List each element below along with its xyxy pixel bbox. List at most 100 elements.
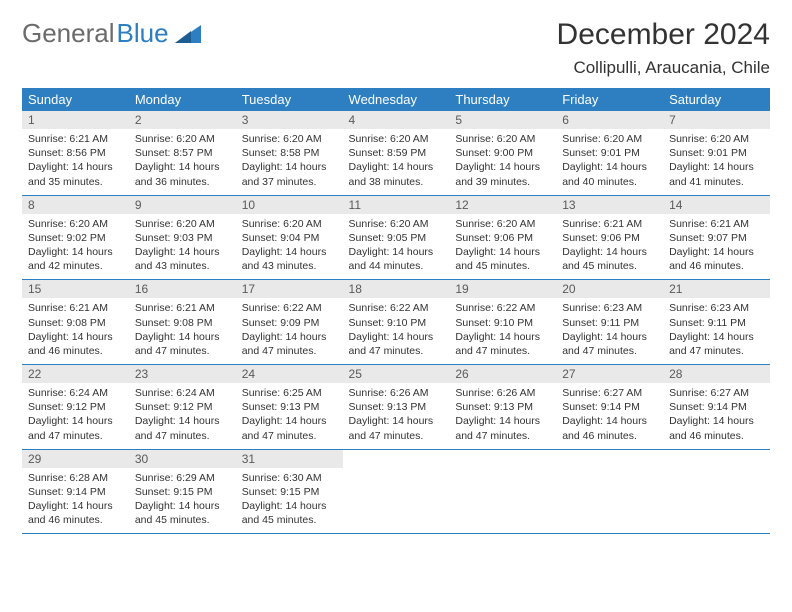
calendar-cell: 28Sunrise: 6:27 AMSunset: 9:14 PMDayligh…	[663, 365, 770, 450]
day-body: Sunrise: 6:23 AMSunset: 9:11 PMDaylight:…	[663, 298, 770, 364]
day-number: 21	[663, 280, 770, 298]
calendar-cell: 20Sunrise: 6:23 AMSunset: 9:11 PMDayligh…	[556, 280, 663, 365]
sunset-text: Sunset: 9:07 PM	[669, 231, 764, 245]
sunset-text: Sunset: 9:13 PM	[455, 400, 550, 414]
day-body: Sunrise: 6:24 AMSunset: 9:12 PMDaylight:…	[22, 383, 129, 449]
daylight-text: Daylight: 14 hours and 47 minutes.	[349, 330, 444, 358]
day-body: Sunrise: 6:20 AMSunset: 8:58 PMDaylight:…	[236, 129, 343, 195]
daylight-text: Daylight: 14 hours and 43 minutes.	[242, 245, 337, 273]
daylight-text: Daylight: 14 hours and 45 minutes.	[242, 499, 337, 527]
calendar-cell	[449, 449, 556, 534]
day-body: Sunrise: 6:25 AMSunset: 9:13 PMDaylight:…	[236, 383, 343, 449]
sunset-text: Sunset: 9:00 PM	[455, 146, 550, 160]
sunset-text: Sunset: 9:08 PM	[135, 316, 230, 330]
calendar-cell	[556, 449, 663, 534]
calendar-cell: 25Sunrise: 6:26 AMSunset: 9:13 PMDayligh…	[343, 365, 450, 450]
calendar-cell: 16Sunrise: 6:21 AMSunset: 9:08 PMDayligh…	[129, 280, 236, 365]
day-body: Sunrise: 6:22 AMSunset: 9:10 PMDaylight:…	[449, 298, 556, 364]
calendar-cell	[343, 449, 450, 534]
day-number: 1	[22, 111, 129, 129]
sunrise-text: Sunrise: 6:26 AM	[349, 386, 444, 400]
sunset-text: Sunset: 9:06 PM	[562, 231, 657, 245]
sunset-text: Sunset: 9:15 PM	[135, 485, 230, 499]
daylight-text: Daylight: 14 hours and 47 minutes.	[242, 414, 337, 442]
calendar-cell: 9Sunrise: 6:20 AMSunset: 9:03 PMDaylight…	[129, 195, 236, 280]
brand-part1: General	[22, 18, 115, 49]
day-number: 7	[663, 111, 770, 129]
day-body: Sunrise: 6:27 AMSunset: 9:14 PMDaylight:…	[556, 383, 663, 449]
day-body: Sunrise: 6:21 AMSunset: 9:06 PMDaylight:…	[556, 214, 663, 280]
day-number: 18	[343, 280, 450, 298]
day-number: 4	[343, 111, 450, 129]
day-body: Sunrise: 6:20 AMSunset: 9:06 PMDaylight:…	[449, 214, 556, 280]
daylight-text: Daylight: 14 hours and 45 minutes.	[562, 245, 657, 273]
sunrise-text: Sunrise: 6:22 AM	[455, 301, 550, 315]
sunrise-text: Sunrise: 6:23 AM	[669, 301, 764, 315]
calendar-body: 1Sunrise: 6:21 AMSunset: 8:56 PMDaylight…	[22, 111, 770, 534]
sunrise-text: Sunrise: 6:23 AM	[562, 301, 657, 315]
calendar-cell: 3Sunrise: 6:20 AMSunset: 8:58 PMDaylight…	[236, 111, 343, 195]
sunrise-text: Sunrise: 6:20 AM	[455, 217, 550, 231]
daylight-text: Daylight: 14 hours and 37 minutes.	[242, 160, 337, 188]
sunrise-text: Sunrise: 6:20 AM	[562, 132, 657, 146]
sunrise-text: Sunrise: 6:21 AM	[562, 217, 657, 231]
day-number: 6	[556, 111, 663, 129]
day-number: 13	[556, 196, 663, 214]
sunset-text: Sunset: 9:11 PM	[562, 316, 657, 330]
sunset-text: Sunset: 9:10 PM	[455, 316, 550, 330]
sunset-text: Sunset: 9:06 PM	[455, 231, 550, 245]
calendar-cell: 23Sunrise: 6:24 AMSunset: 9:12 PMDayligh…	[129, 365, 236, 450]
day-number: 23	[129, 365, 236, 383]
sunset-text: Sunset: 9:01 PM	[562, 146, 657, 160]
calendar-row: 15Sunrise: 6:21 AMSunset: 9:08 PMDayligh…	[22, 280, 770, 365]
sunset-text: Sunset: 9:10 PM	[349, 316, 444, 330]
calendar-cell: 11Sunrise: 6:20 AMSunset: 9:05 PMDayligh…	[343, 195, 450, 280]
day-body: Sunrise: 6:20 AMSunset: 8:59 PMDaylight:…	[343, 129, 450, 195]
day-number: 5	[449, 111, 556, 129]
day-body: Sunrise: 6:21 AMSunset: 8:56 PMDaylight:…	[22, 129, 129, 195]
brand-part2: Blue	[117, 18, 169, 49]
day-number: 30	[129, 450, 236, 468]
calendar-cell: 26Sunrise: 6:26 AMSunset: 9:13 PMDayligh…	[449, 365, 556, 450]
daylight-text: Daylight: 14 hours and 46 minutes.	[28, 499, 123, 527]
sunset-text: Sunset: 9:14 PM	[28, 485, 123, 499]
day-number: 3	[236, 111, 343, 129]
sunrise-text: Sunrise: 6:20 AM	[669, 132, 764, 146]
sunset-text: Sunset: 9:14 PM	[669, 400, 764, 414]
calendar-cell: 14Sunrise: 6:21 AMSunset: 9:07 PMDayligh…	[663, 195, 770, 280]
day-number: 24	[236, 365, 343, 383]
day-body: Sunrise: 6:30 AMSunset: 9:15 PMDaylight:…	[236, 468, 343, 534]
day-body: Sunrise: 6:20 AMSunset: 8:57 PMDaylight:…	[129, 129, 236, 195]
daylight-text: Daylight: 14 hours and 45 minutes.	[135, 499, 230, 527]
sunset-text: Sunset: 9:11 PM	[669, 316, 764, 330]
calendar-cell: 22Sunrise: 6:24 AMSunset: 9:12 PMDayligh…	[22, 365, 129, 450]
sunset-text: Sunset: 9:13 PM	[242, 400, 337, 414]
sunset-text: Sunset: 9:09 PM	[242, 316, 337, 330]
sunrise-text: Sunrise: 6:20 AM	[455, 132, 550, 146]
page: GeneralBlue December 2024 Collipulli, Ar…	[0, 0, 792, 612]
day-body: Sunrise: 6:23 AMSunset: 9:11 PMDaylight:…	[556, 298, 663, 364]
calendar-cell: 6Sunrise: 6:20 AMSunset: 9:01 PMDaylight…	[556, 111, 663, 195]
calendar-cell: 21Sunrise: 6:23 AMSunset: 9:11 PMDayligh…	[663, 280, 770, 365]
day-body: Sunrise: 6:20 AMSunset: 9:00 PMDaylight:…	[449, 129, 556, 195]
daylight-text: Daylight: 14 hours and 36 minutes.	[135, 160, 230, 188]
day-number: 31	[236, 450, 343, 468]
day-body: Sunrise: 6:21 AMSunset: 9:08 PMDaylight:…	[22, 298, 129, 364]
daylight-text: Daylight: 14 hours and 45 minutes.	[455, 245, 550, 273]
sunrise-text: Sunrise: 6:22 AM	[349, 301, 444, 315]
sunset-text: Sunset: 8:57 PM	[135, 146, 230, 160]
sunrise-text: Sunrise: 6:21 AM	[669, 217, 764, 231]
day-body: Sunrise: 6:20 AMSunset: 9:04 PMDaylight:…	[236, 214, 343, 280]
location-text: Collipulli, Araucania, Chile	[557, 58, 770, 78]
brand-logo: GeneralBlue	[22, 18, 201, 49]
sunset-text: Sunset: 9:14 PM	[562, 400, 657, 414]
day-number: 19	[449, 280, 556, 298]
day-number: 20	[556, 280, 663, 298]
day-body: Sunrise: 6:26 AMSunset: 9:13 PMDaylight:…	[449, 383, 556, 449]
sunrise-text: Sunrise: 6:30 AM	[242, 471, 337, 485]
calendar-cell: 17Sunrise: 6:22 AMSunset: 9:09 PMDayligh…	[236, 280, 343, 365]
day-number: 27	[556, 365, 663, 383]
daylight-text: Daylight: 14 hours and 35 minutes.	[28, 160, 123, 188]
day-number: 12	[449, 196, 556, 214]
day-number: 26	[449, 365, 556, 383]
